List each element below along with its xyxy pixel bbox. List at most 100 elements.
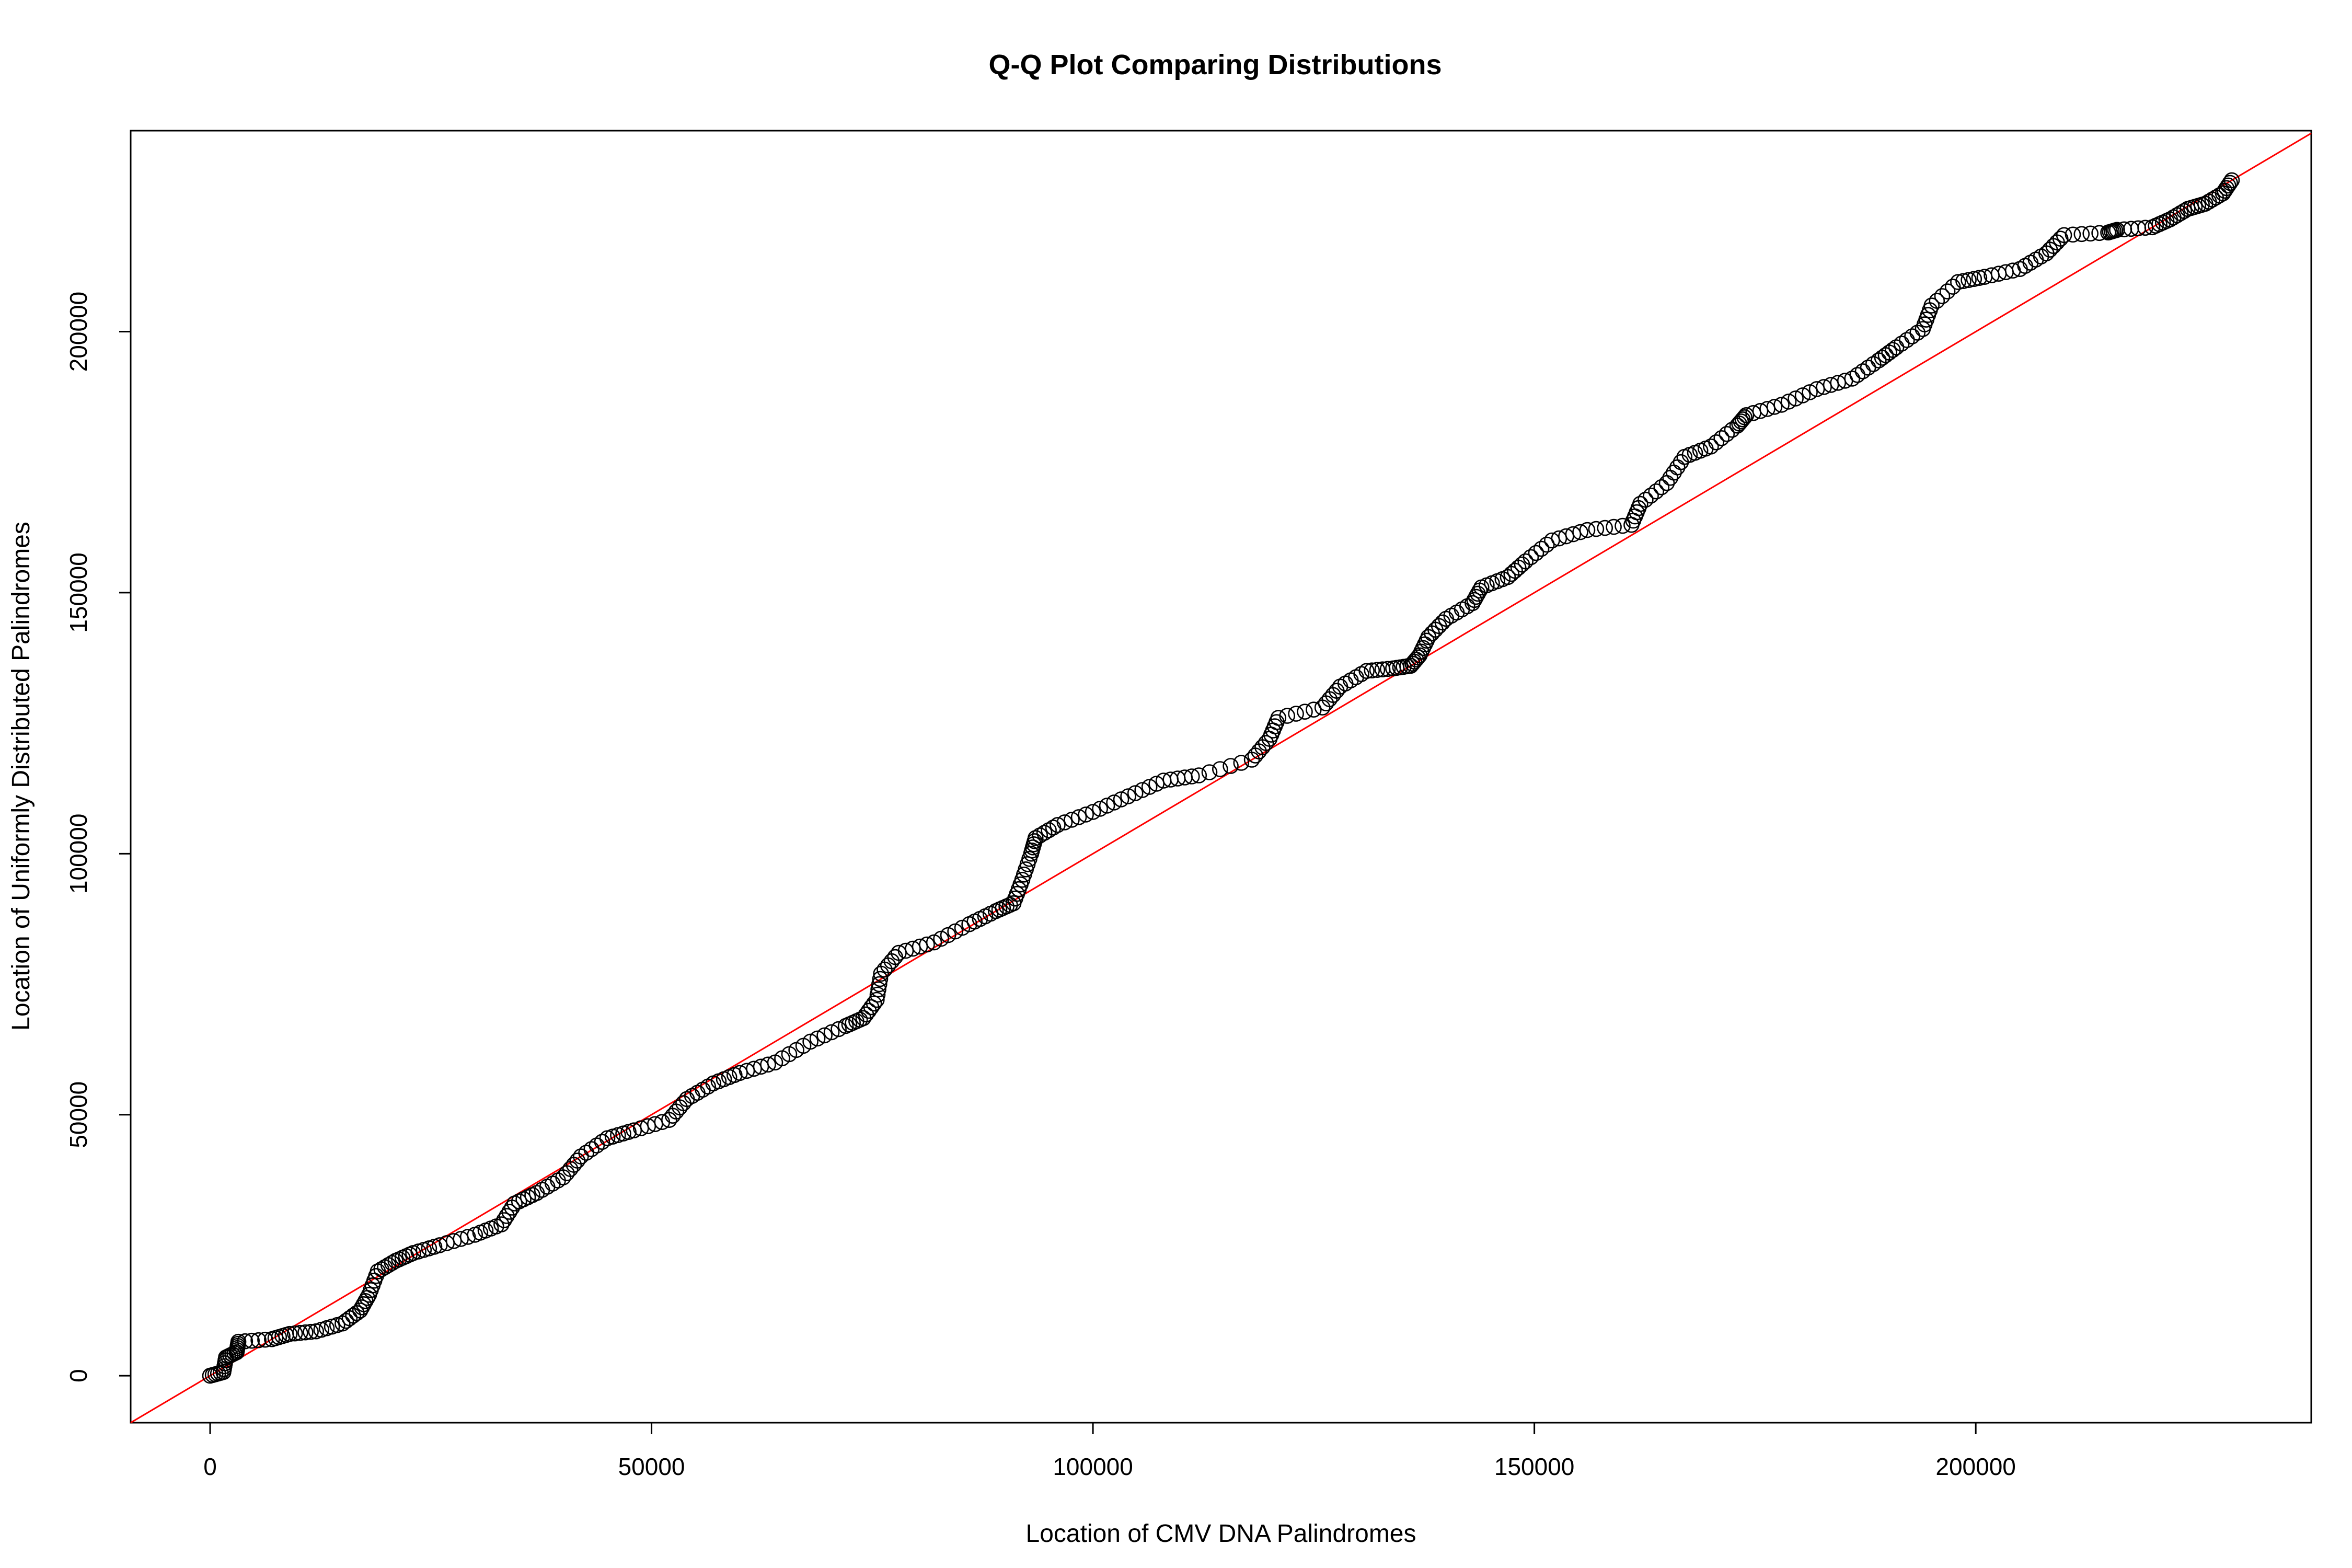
data-point <box>1929 293 1945 309</box>
data-point <box>1708 434 1724 451</box>
data-point <box>1653 479 1670 495</box>
data-point <box>1971 270 1988 286</box>
x-axis-label: Location of CMV DNA Palindromes <box>1026 1520 1416 1548</box>
data-point <box>281 1325 298 1342</box>
data-point <box>1854 363 1871 379</box>
chart-title: Q-Q Plot Comparing Distributions <box>989 49 1442 80</box>
x-tick-label: 200000 <box>1935 1453 2016 1480</box>
data-point <box>1369 662 1386 678</box>
data-point <box>1615 517 1631 534</box>
y-axis-label: Location of Uniformly Distributed Palind… <box>7 522 35 1031</box>
data-point <box>1823 377 1839 393</box>
data-point <box>1233 755 1250 771</box>
data-point <box>1632 495 1648 512</box>
data-point <box>1904 328 1920 344</box>
data-point <box>1415 640 1432 656</box>
data-point <box>1041 822 1057 838</box>
data-point <box>1934 288 1951 304</box>
data-point <box>594 1134 610 1150</box>
data-point <box>1085 804 1101 820</box>
data-point <box>1572 524 1588 540</box>
data-point <box>1448 604 1465 621</box>
data-point <box>1733 413 1749 430</box>
data-point <box>1191 767 1207 783</box>
data-point <box>1719 425 1735 442</box>
data-point <box>912 938 928 955</box>
data-point <box>1638 491 1654 508</box>
data-point <box>1134 782 1150 798</box>
data-point <box>1113 791 1129 808</box>
data-point <box>869 986 886 1003</box>
data-point <box>919 936 935 953</box>
data-point <box>1343 672 1359 688</box>
x-axis: 0 50000 100000 150000 200000 <box>203 1422 2016 1480</box>
data-point <box>2220 177 2236 194</box>
data-point <box>501 1204 517 1220</box>
data-point <box>2218 180 2235 197</box>
y-tick-label: 100000 <box>65 814 92 894</box>
data-point <box>871 976 887 993</box>
data-point <box>1032 827 1048 844</box>
data-point <box>1223 758 1239 774</box>
data-point <box>823 1024 840 1041</box>
data-point <box>1588 521 1605 537</box>
data-point <box>1056 814 1073 831</box>
data-point <box>578 1145 594 1161</box>
data-point <box>2073 226 2090 243</box>
data-point <box>1939 283 1956 299</box>
data-point <box>1794 387 1811 403</box>
reference-line-layer <box>130 132 2312 1424</box>
data-point <box>870 981 886 998</box>
data-point <box>1966 271 1982 287</box>
x-tick-label: 150000 <box>1494 1453 1575 1480</box>
data-point <box>1106 794 1122 811</box>
data-point <box>872 971 889 987</box>
data-point <box>1648 483 1664 500</box>
data-point <box>244 1332 260 1349</box>
data-point <box>1348 669 1364 685</box>
data-point <box>1606 518 1622 535</box>
x-tick-label: 100000 <box>1053 1453 1133 1480</box>
data-point <box>1713 430 1730 446</box>
data-point <box>2056 227 2072 244</box>
data-point <box>286 1325 303 1342</box>
data-point <box>1923 297 1940 314</box>
data-point <box>1579 522 1596 538</box>
data-point <box>1036 825 1053 841</box>
data-points <box>202 172 2240 1384</box>
data-point <box>1528 545 1544 561</box>
data-point <box>2082 225 2099 242</box>
data-point <box>573 1148 589 1165</box>
data-point <box>230 1333 247 1350</box>
data-point <box>1759 401 1775 417</box>
data-point <box>1353 666 1369 682</box>
data-point <box>1411 647 1428 664</box>
data-point <box>802 1033 818 1050</box>
x-tick-label: 50000 <box>618 1453 685 1480</box>
data-point <box>1141 779 1158 795</box>
data-point <box>1337 675 1354 691</box>
data-point <box>1099 798 1115 814</box>
data-point <box>1120 788 1136 804</box>
data-point <box>499 1208 515 1224</box>
data-point <box>1844 371 1860 387</box>
y-tick-label: 150000 <box>65 552 92 633</box>
data-point <box>1643 487 1659 504</box>
data-point <box>1597 520 1613 536</box>
data-point <box>1802 384 1818 400</box>
data-point <box>1788 390 1804 407</box>
data-point <box>250 1332 267 1348</box>
data-point <box>292 1324 308 1341</box>
data-point <box>1358 663 1375 679</box>
data-point <box>1413 643 1429 660</box>
data-point <box>1865 356 1882 372</box>
data-point <box>1885 342 1901 358</box>
data-point <box>1899 332 1915 348</box>
data-point <box>528 1185 545 1201</box>
data-point <box>1736 409 1753 425</box>
data-point <box>539 1179 556 1195</box>
data-point <box>869 991 885 1008</box>
data-point <box>1184 768 1200 785</box>
y-tick-label: 50000 <box>65 1081 92 1148</box>
data-point <box>2065 226 2081 243</box>
